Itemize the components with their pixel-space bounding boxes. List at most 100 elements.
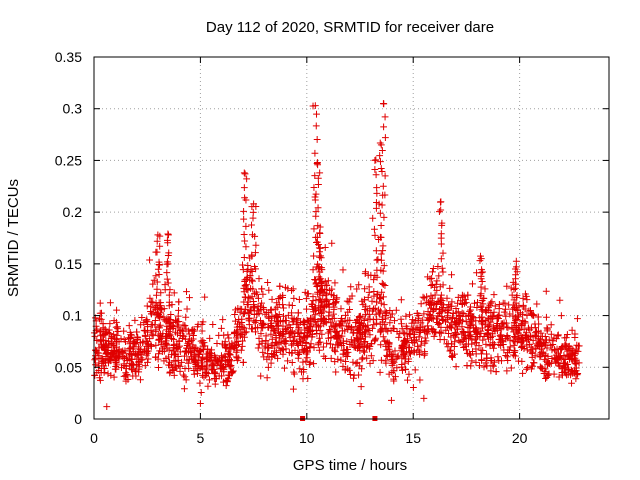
data-point bbox=[275, 301, 283, 309]
data-point bbox=[477, 330, 485, 337]
data-point bbox=[290, 368, 298, 376]
data-point bbox=[233, 346, 241, 354]
data-point bbox=[302, 295, 310, 302]
data-point bbox=[251, 263, 258, 270]
data-point bbox=[357, 335, 365, 342]
data-point bbox=[91, 356, 99, 364]
x-tick-label: 15 bbox=[405, 430, 421, 446]
data-point bbox=[239, 266, 247, 274]
data-point bbox=[290, 336, 298, 344]
data-point bbox=[286, 334, 294, 341]
data-point bbox=[260, 353, 268, 361]
data-point bbox=[147, 342, 155, 350]
data-point bbox=[449, 353, 456, 361]
data-point bbox=[167, 311, 175, 318]
data-point bbox=[372, 156, 380, 164]
data-point bbox=[143, 302, 151, 310]
data-point bbox=[437, 230, 445, 238]
data-point bbox=[549, 337, 557, 345]
data-point bbox=[446, 322, 454, 330]
data-point bbox=[250, 200, 258, 208]
data-point bbox=[403, 348, 410, 356]
data-point bbox=[444, 343, 452, 351]
data-point bbox=[499, 341, 507, 348]
data-point bbox=[430, 306, 438, 314]
data-point bbox=[421, 334, 429, 342]
data-point bbox=[531, 331, 539, 339]
data-point bbox=[568, 326, 576, 334]
data-point bbox=[533, 300, 541, 308]
data-point bbox=[495, 336, 503, 343]
data-point bbox=[429, 326, 437, 333]
data-point bbox=[176, 348, 184, 356]
data-point bbox=[277, 338, 285, 346]
data-point bbox=[108, 347, 116, 354]
data-point bbox=[311, 172, 319, 180]
data-point bbox=[543, 336, 550, 344]
data-point bbox=[345, 298, 353, 306]
data-point bbox=[372, 334, 380, 342]
data-point bbox=[282, 337, 289, 345]
data-point bbox=[288, 302, 296, 309]
data-point bbox=[149, 332, 157, 340]
data-point bbox=[332, 341, 340, 349]
data-point bbox=[284, 311, 292, 319]
data-point bbox=[166, 368, 174, 376]
data-point bbox=[377, 326, 385, 334]
data-point bbox=[206, 334, 214, 342]
data-point bbox=[124, 376, 132, 383]
data-point bbox=[550, 370, 558, 378]
data-point bbox=[459, 317, 466, 325]
data-point bbox=[445, 330, 452, 337]
data-point bbox=[547, 330, 555, 338]
data-point bbox=[508, 325, 516, 333]
data-point bbox=[382, 325, 390, 332]
data-point bbox=[489, 332, 497, 340]
data-point bbox=[317, 252, 325, 260]
data-point bbox=[559, 364, 567, 372]
data-point bbox=[443, 294, 451, 302]
data-point bbox=[490, 340, 498, 348]
data-point bbox=[437, 291, 445, 299]
data-point bbox=[125, 322, 133, 330]
data-point bbox=[176, 332, 184, 339]
data-point bbox=[250, 298, 257, 305]
data-point bbox=[189, 335, 197, 343]
data-point bbox=[346, 316, 354, 324]
data-point bbox=[224, 331, 232, 339]
data-point bbox=[315, 306, 322, 314]
data-point bbox=[315, 323, 322, 331]
data-point bbox=[334, 332, 342, 340]
data-point bbox=[316, 169, 324, 177]
data-point bbox=[495, 357, 503, 365]
data-point bbox=[437, 300, 445, 308]
data-point bbox=[464, 291, 472, 299]
data-point bbox=[433, 286, 441, 294]
data-point bbox=[290, 385, 297, 393]
data-point bbox=[307, 328, 315, 335]
data-point bbox=[249, 208, 257, 216]
data-point bbox=[258, 285, 266, 293]
data-point bbox=[152, 272, 160, 280]
data-point bbox=[181, 385, 188, 393]
data-point bbox=[519, 294, 527, 302]
data-point bbox=[227, 362, 235, 369]
data-point bbox=[126, 349, 134, 357]
data-point bbox=[315, 346, 323, 354]
data-point bbox=[472, 328, 480, 336]
data-point bbox=[192, 363, 200, 370]
data-point bbox=[478, 318, 485, 326]
data-point bbox=[477, 283, 485, 291]
data-point bbox=[356, 313, 364, 321]
data-point bbox=[378, 147, 386, 154]
data-point bbox=[476, 362, 483, 370]
data-point bbox=[243, 301, 251, 308]
data-point bbox=[353, 329, 361, 337]
data-point bbox=[153, 248, 161, 256]
data-point bbox=[183, 305, 191, 313]
data-point bbox=[391, 347, 399, 355]
data-point bbox=[523, 341, 531, 349]
data-point bbox=[229, 343, 237, 351]
data-point bbox=[426, 311, 433, 318]
data-point bbox=[290, 294, 298, 302]
